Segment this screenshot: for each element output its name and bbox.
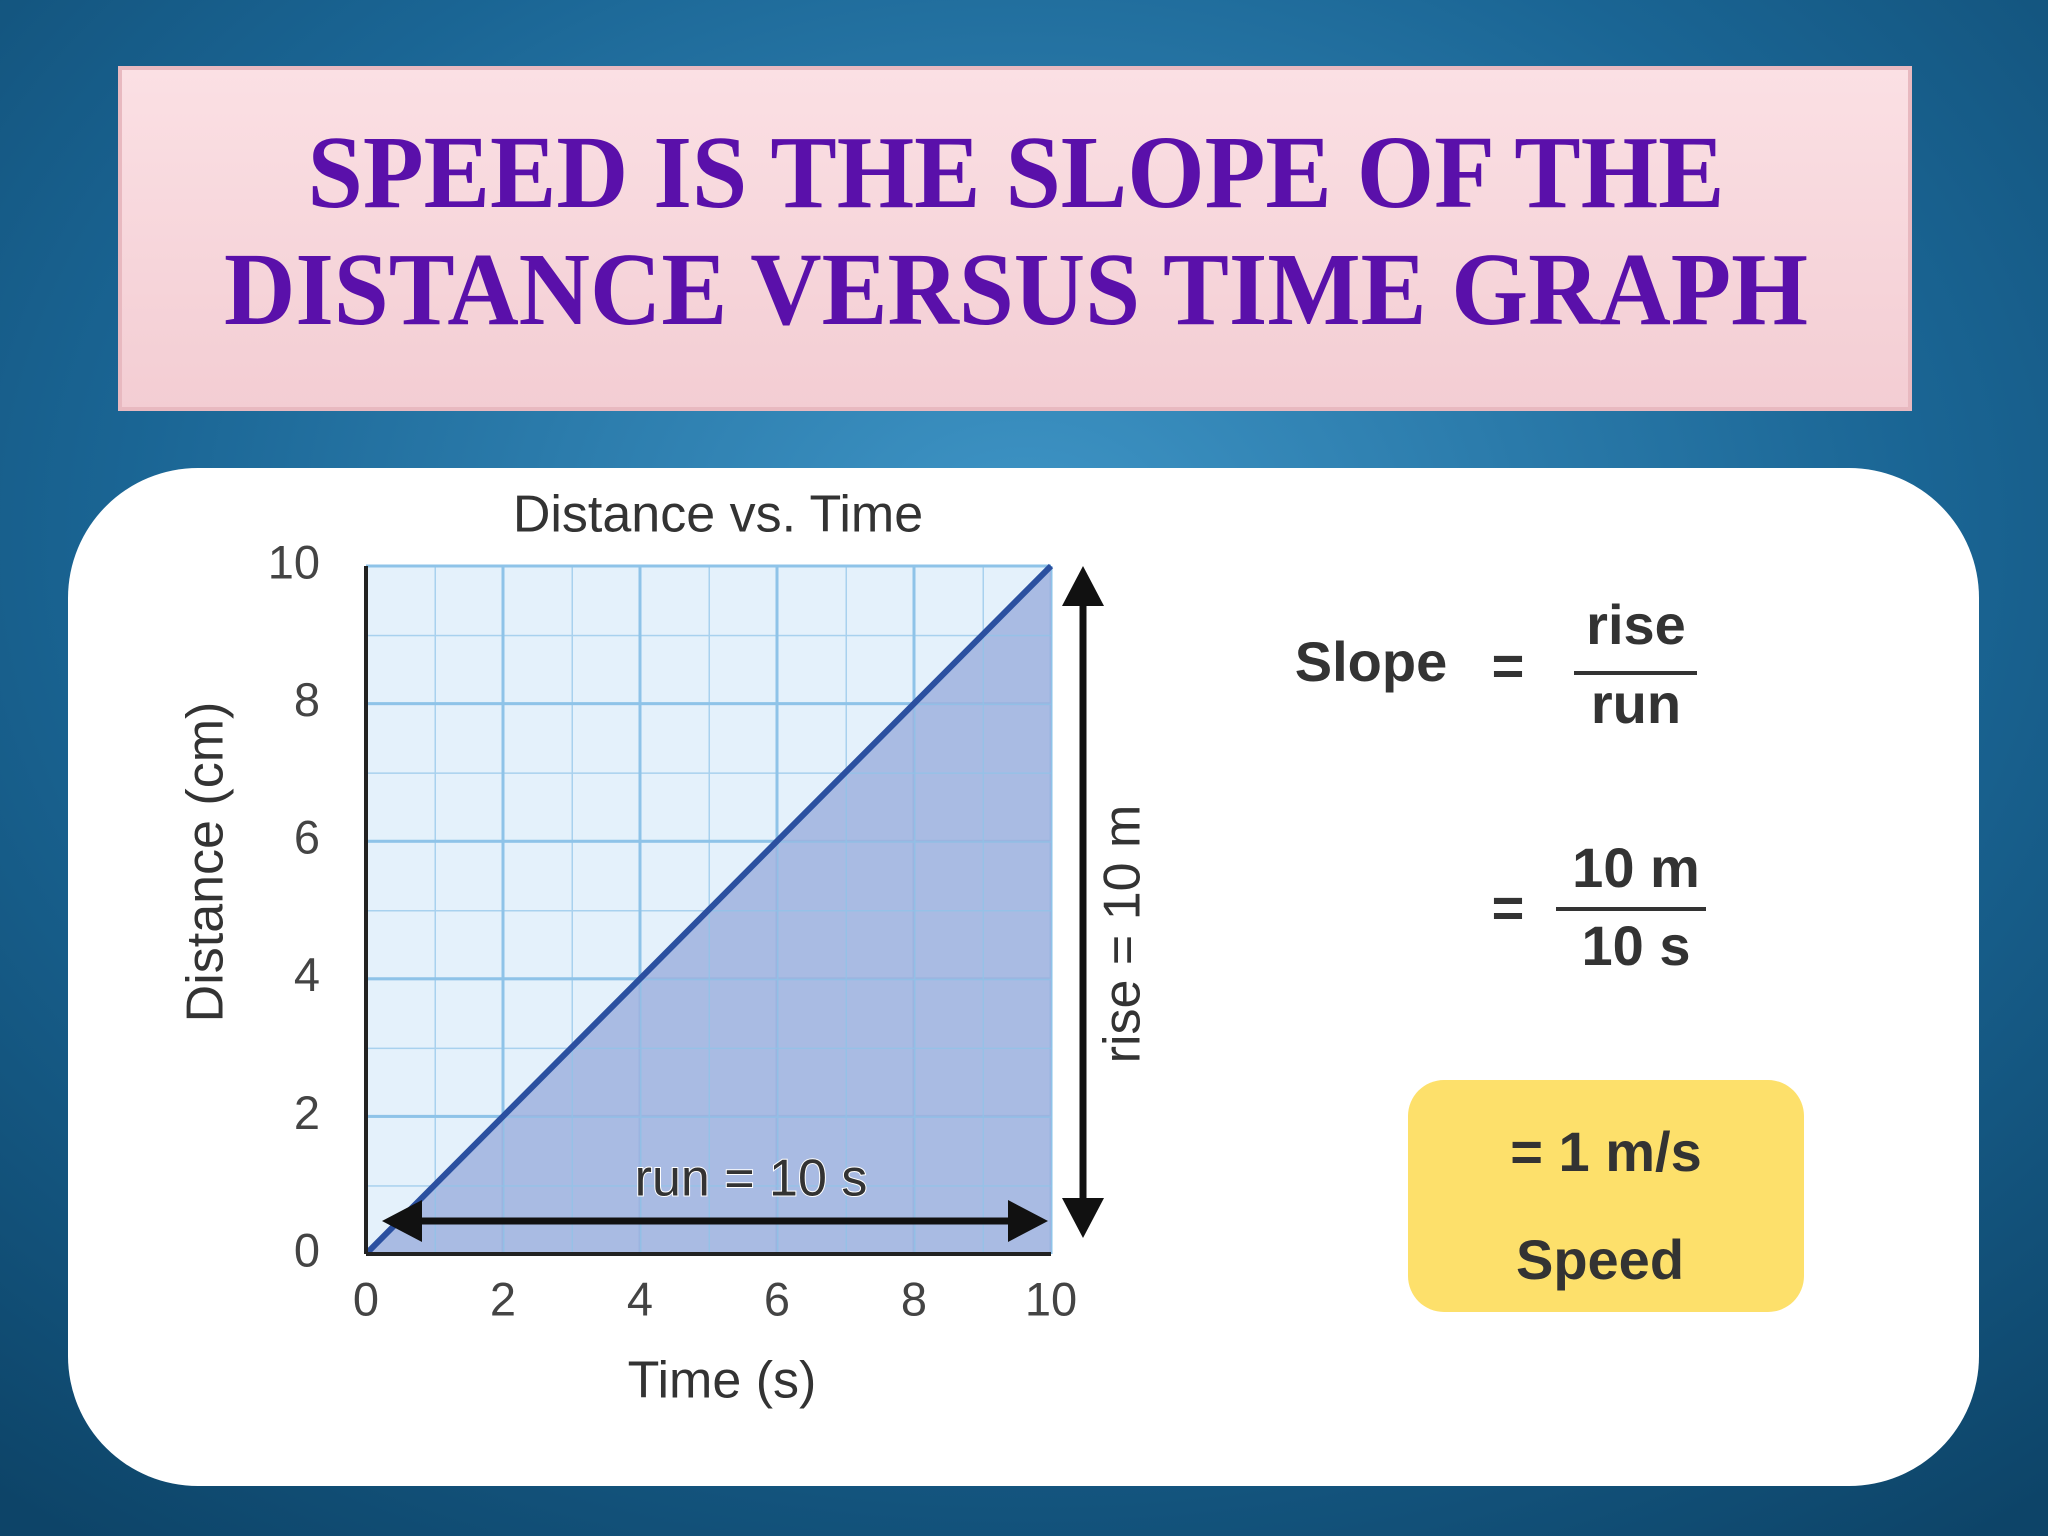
numerator: rise (1586, 593, 1686, 656)
formula-label: Slope (1295, 630, 1447, 693)
equals: = (1492, 876, 1525, 939)
run-arrow (382, 1200, 1048, 1242)
y-tick-label: 0 (294, 1223, 320, 1276)
slide-title: SPEED IS THE SLOPE OF THE (308, 115, 1725, 230)
y-tick-label: 2 (294, 1086, 320, 1139)
title-box (118, 66, 1912, 411)
chart: 0 2 4 6 8 10 0 2 4 6 8 10 (268, 535, 1077, 1325)
x-tick-label: 0 (353, 1272, 379, 1325)
result: = 1 m/s (1510, 1120, 1701, 1183)
slide-title: DISTANCE VERSUS TIME GRAPH (224, 232, 1808, 347)
equals: = (1492, 634, 1525, 697)
denominator: 10 s (1582, 914, 1691, 977)
x-axis-label: Time (s) (628, 1352, 817, 1410)
y-axis-label: Distance (cm) (177, 702, 235, 1023)
x-tick-label: 8 (901, 1272, 927, 1325)
y-tick-label: 6 (294, 811, 320, 864)
y-tick-label: 10 (268, 535, 320, 588)
y-tick-label: 4 (294, 948, 320, 1001)
rise-label: rise = 10 m (1094, 805, 1152, 1064)
x-tick-label: 4 (627, 1272, 653, 1325)
x-tick-label: 10 (1025, 1272, 1077, 1325)
rise-arrow (1062, 566, 1104, 1238)
y-tick-label: 8 (294, 673, 320, 726)
result-label: Speed (1516, 1228, 1684, 1291)
run-label: run = 10 s (635, 1150, 868, 1208)
chart-title: Distance vs. Time (513, 486, 923, 544)
numerator: 10 m (1572, 836, 1700, 899)
line (363, 563, 1054, 1257)
x-tick-label: 6 (764, 1272, 790, 1325)
x-tick-label: 2 (490, 1272, 516, 1325)
result-box (1408, 1080, 1804, 1312)
denominator: run (1591, 672, 1681, 735)
